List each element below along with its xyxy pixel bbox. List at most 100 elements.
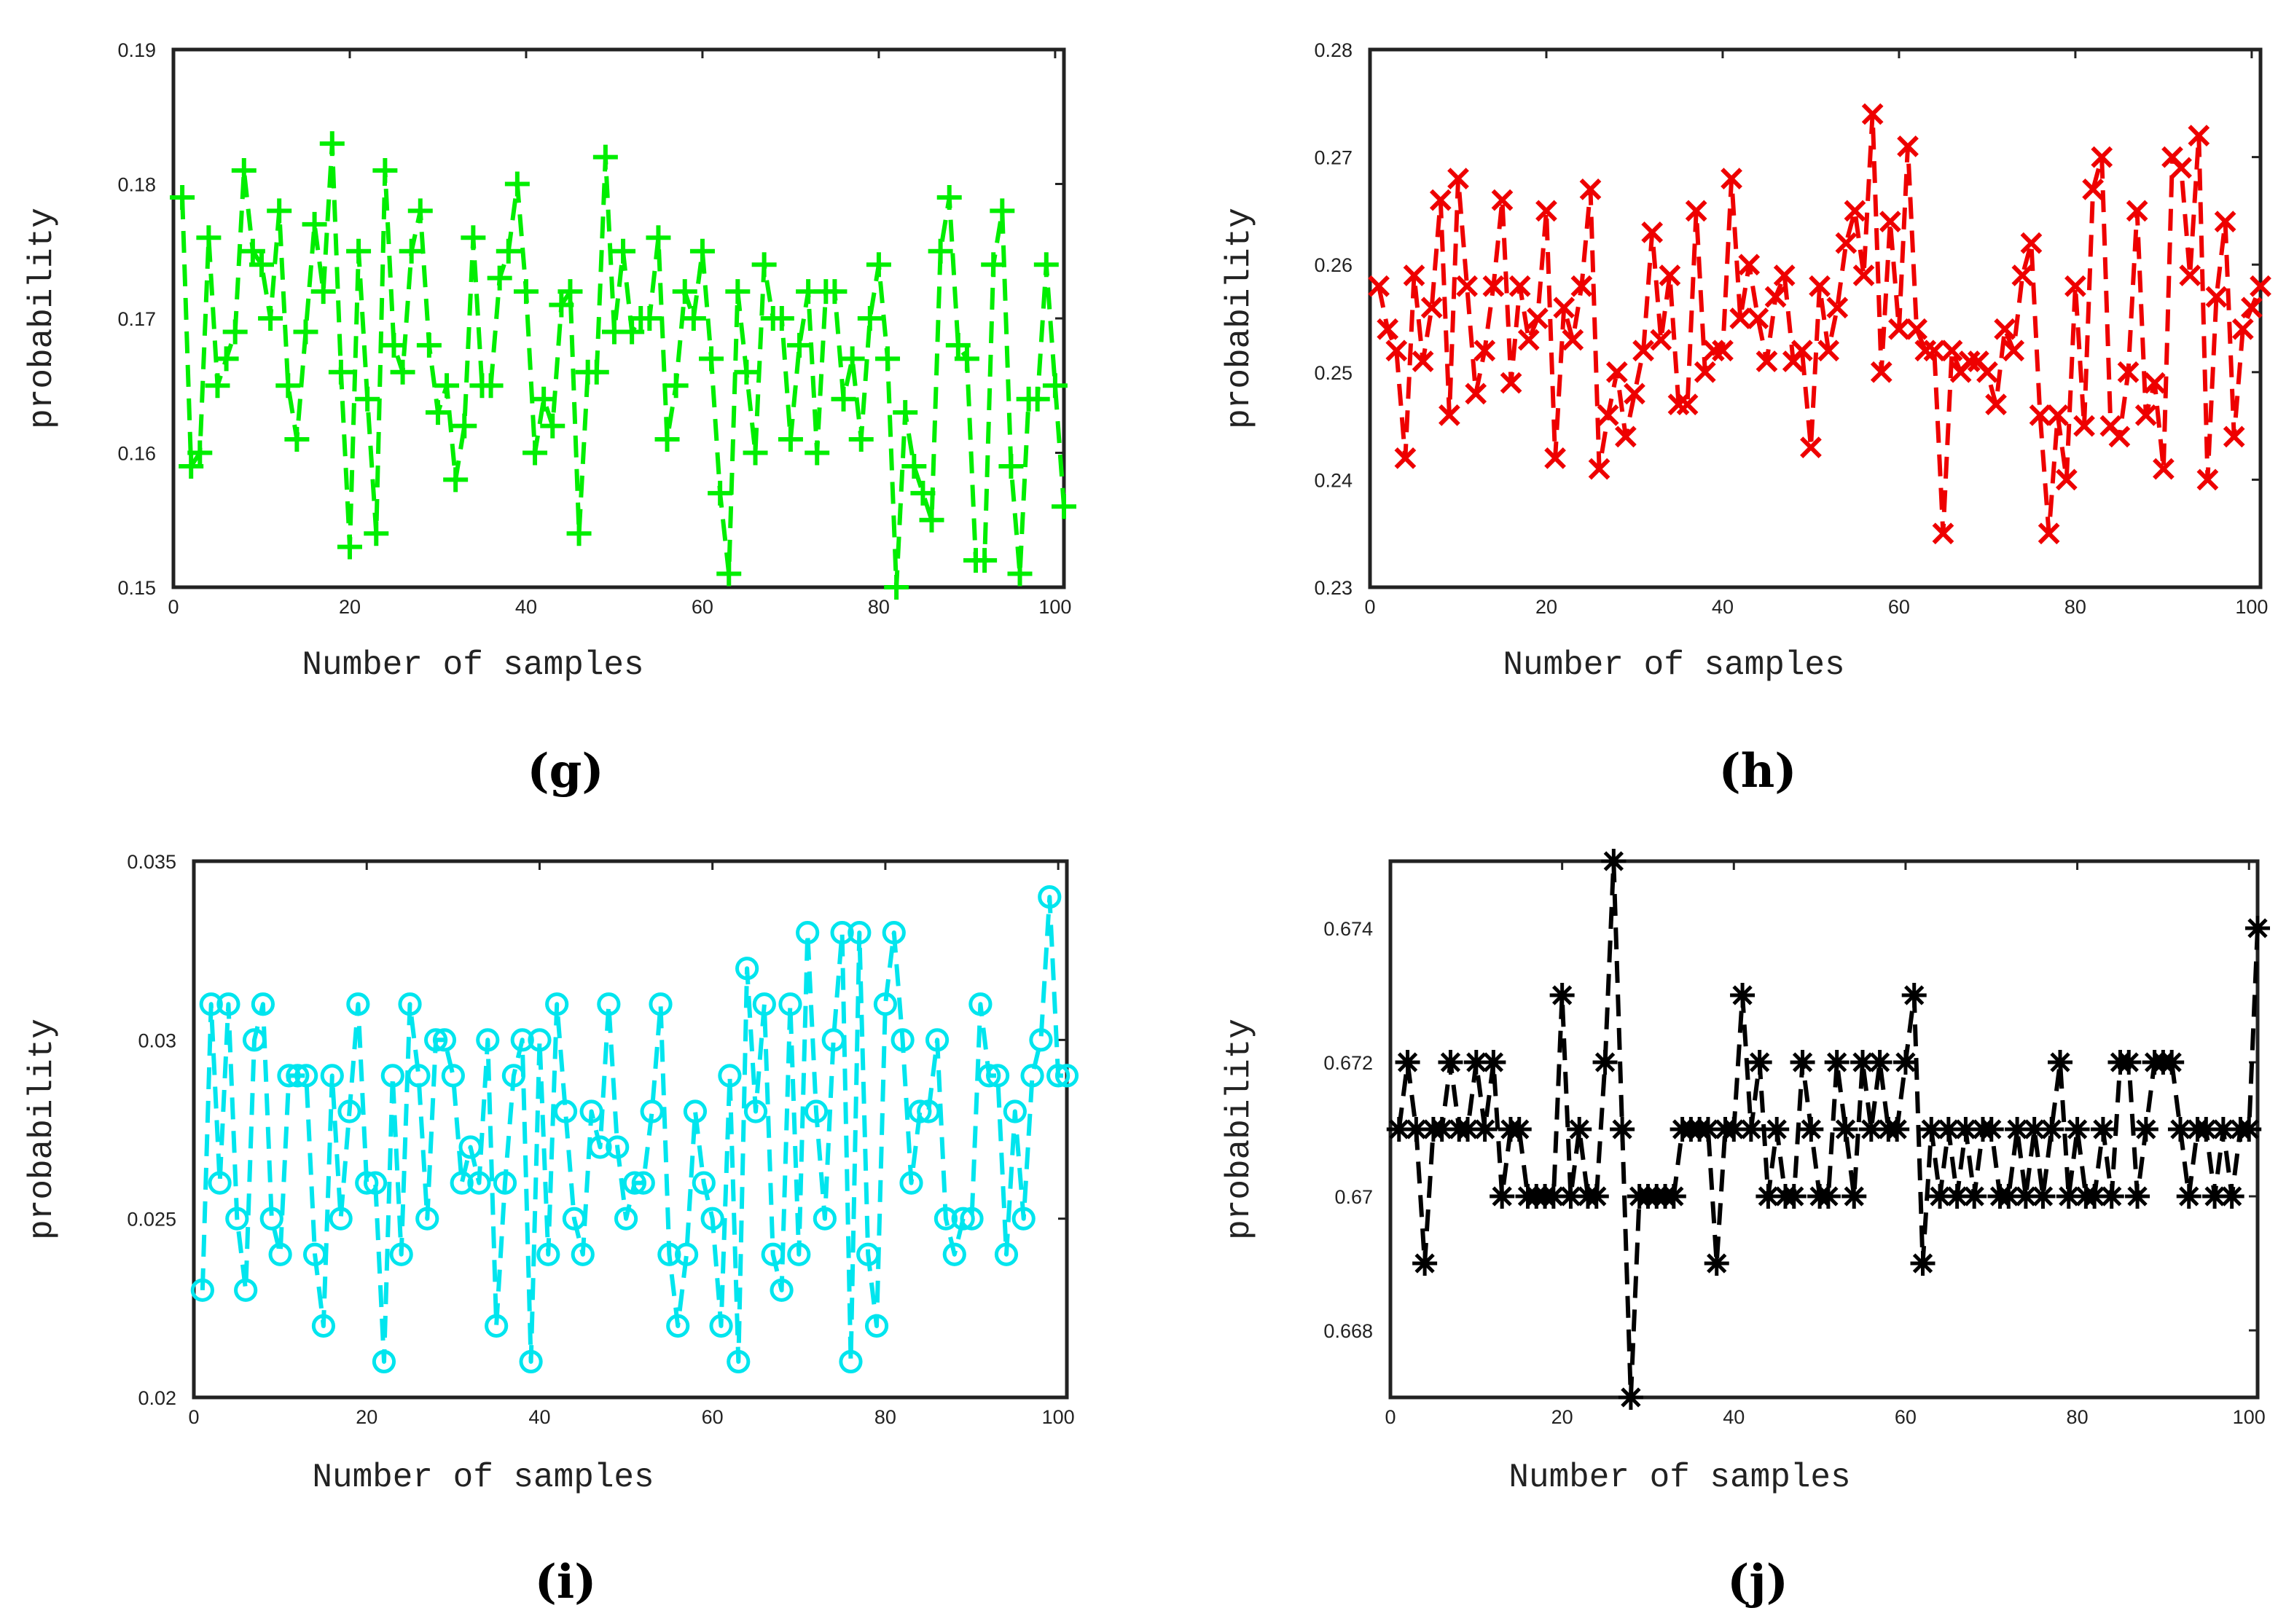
x-tick-label: 0 [188,1406,199,1428]
data-point [657,1242,681,1266]
data-point [821,1028,845,1052]
data-point [2214,211,2236,233]
data-point [681,306,706,331]
data-point [1535,200,1557,222]
data-point [1941,340,1963,362]
data-point [796,921,820,945]
data-point [205,373,230,399]
data-point [864,1314,889,1338]
data-point [857,306,882,331]
data-point [752,992,776,1016]
y-tick-label: 0.16 [117,443,156,465]
data-point [579,1099,603,1123]
data-point [2011,264,2034,286]
y-tick-label: 0.15 [117,577,156,599]
data-point [1544,447,1566,469]
data-point [1588,458,1610,480]
data-point [778,992,802,1016]
data-point [1932,522,1954,545]
data-point [1412,1251,1438,1276]
data-point [540,413,565,439]
data-point [873,992,898,1016]
plot-frame [171,47,1066,589]
data-point [522,440,548,466]
data-point [1978,1117,2004,1142]
data-point [441,1064,465,1088]
data-point [2108,425,2131,448]
data-point [1667,393,1690,415]
data-point [899,1171,923,1195]
data-point [510,1028,534,1052]
data-point [222,319,248,345]
data-point [208,1171,232,1195]
y-tick-label: 0.02 [138,1387,176,1409]
x-tick-labels: 0 20 40 60 80 100 [168,50,1071,618]
data-point [2046,404,2069,426]
data-point [2241,297,2263,319]
data-point [891,1028,915,1052]
data-point [908,1099,932,1123]
data-point [972,548,998,573]
data-point [1394,447,1417,469]
data-point [1861,103,1884,125]
data-point [267,198,292,224]
data-point [1038,884,1062,909]
data-point [597,992,621,1016]
data-point [328,359,353,385]
data-point [1884,1117,1910,1142]
x-tick-label: 60 [1895,1406,1917,1428]
data-point [372,1349,396,1374]
data-point [1893,1050,1918,1075]
data-point [1835,232,1858,254]
data-point [646,225,671,251]
data-point [251,992,275,1016]
data-point [1764,1117,1790,1142]
data-point [743,440,768,466]
data-point [337,1099,361,1123]
data-point [919,507,944,533]
data-point [709,1314,733,1338]
x-tick-label: 60 [702,1406,724,1428]
data-point [1033,252,1059,278]
panel-label: (h) [1718,744,1796,799]
data-point [1549,983,1575,1008]
data-point [1455,1117,1481,1142]
data-point [1844,200,1866,222]
data-point [1747,1050,1772,1075]
data-point [1994,318,2016,340]
data-point [1597,404,1619,426]
data-point [450,1171,474,1195]
data-point [302,1242,327,1266]
data-point [990,198,1015,224]
data-point [1798,1117,1824,1142]
data-point [1809,275,1831,297]
data-point [293,319,318,345]
data-point [901,453,927,479]
data-point [2116,1050,2142,1075]
data-point [1618,1385,1643,1410]
y-tick-label: 0.28 [1314,39,1353,61]
data-point [839,1349,863,1374]
data-point [672,279,697,305]
y-tick-label: 0.672 [1323,1052,1373,1074]
x-tick-label: 60 [1888,596,1910,618]
data-point [2219,1184,2244,1209]
data-point [248,252,274,278]
chart-panel-g: 0.15 0.16 0.17 0.18 0.19 0 20 40 60 80 100 Number… [23,39,1076,799]
data-point [1781,1184,1807,1209]
data-point [2090,1117,2115,1142]
data-point [674,1242,699,1266]
data-point [1395,1050,1420,1075]
data-point [951,1207,975,1231]
data-point [1439,404,1460,426]
data-point [1447,168,1469,189]
x-tick-label: 100 [1042,1406,1075,1428]
data-point [1694,361,1716,383]
data-point [1377,318,1399,340]
data-point [478,373,504,399]
y-axis-title: probability [1221,208,1259,429]
data-point [242,1028,267,1052]
data-point [839,346,865,372]
data-point [1562,329,1584,351]
data-point [1052,494,1076,519]
